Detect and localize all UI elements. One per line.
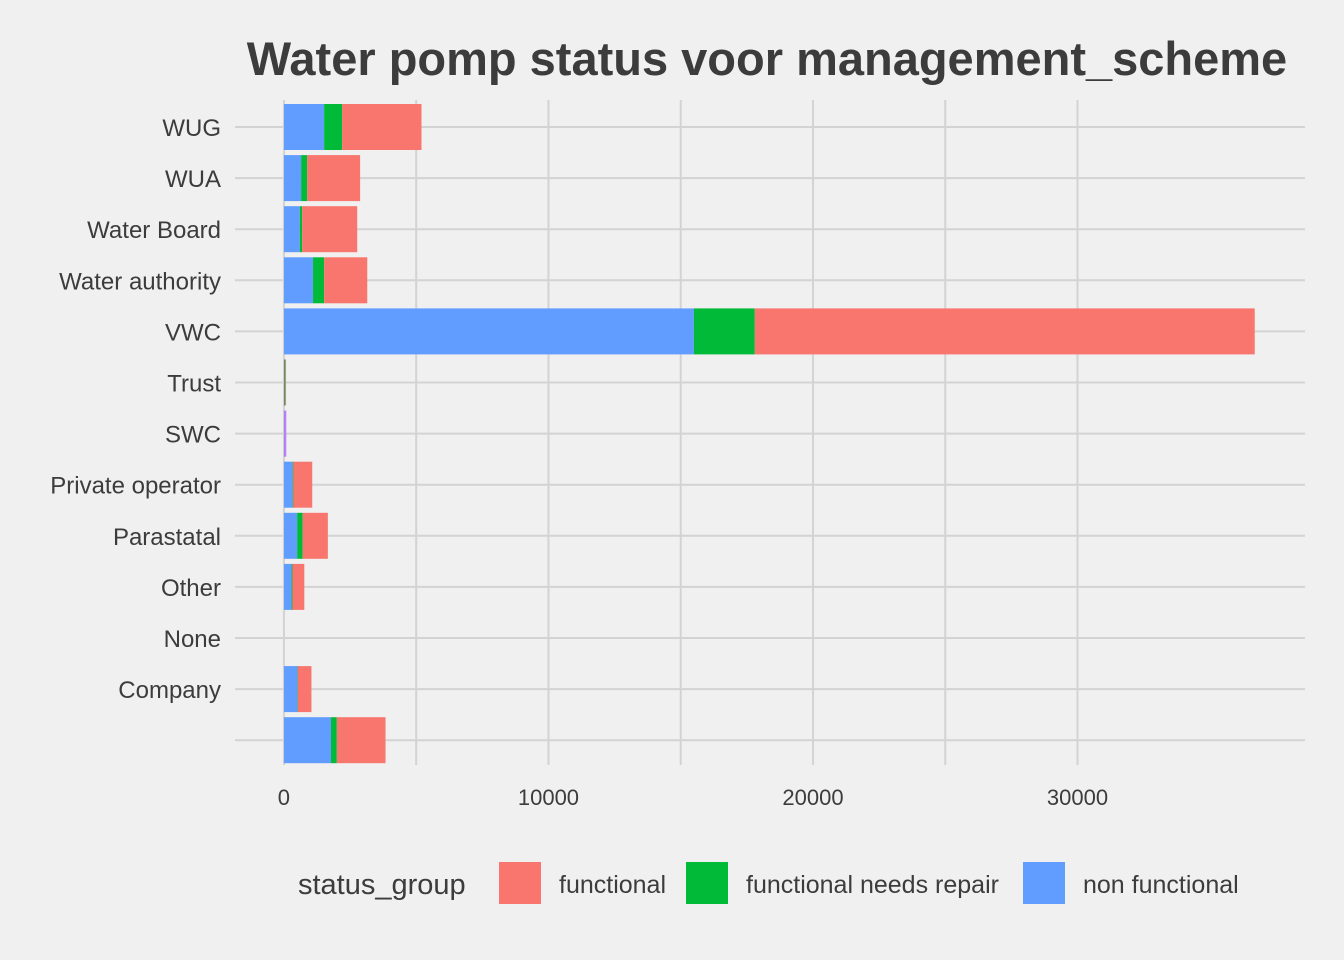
legend-label: functional — [559, 871, 666, 899]
bar-segment — [301, 155, 308, 202]
x-axis-ticks: 0 10000 20000 30000 — [278, 785, 1108, 810]
bar-segment — [302, 512, 328, 559]
category-label: None — [164, 626, 221, 653]
y-axis-labels: WUG WUA Water Board Water authority VWC Trust… — [50, 115, 221, 704]
legend-label: functional needs repair — [746, 871, 999, 899]
category-label: Parastatal — [113, 524, 221, 551]
legend-key — [686, 862, 728, 904]
x-tick-label: 10000 — [518, 785, 579, 810]
bar-segment — [283, 155, 302, 202]
bar-segment — [299, 206, 303, 253]
bar-segment — [283, 717, 332, 764]
bar-segment — [292, 461, 294, 508]
category-label: Trust — [167, 371, 221, 398]
bar-segment — [307, 155, 361, 202]
grid — [235, 100, 1305, 765]
bar-segment — [324, 104, 343, 150]
category-label: Company — [118, 677, 221, 704]
bar-segment — [331, 717, 337, 764]
bar-segment — [283, 512, 298, 559]
bar-segment — [313, 257, 325, 304]
bar-segment — [754, 308, 1255, 355]
category-label: Water Board — [87, 217, 221, 244]
bar-segment — [283, 308, 694, 355]
legend-key — [499, 862, 541, 904]
bar-segment — [283, 563, 292, 610]
category-label: Private operator — [50, 473, 221, 500]
bar-segment — [342, 104, 422, 150]
bar-segment — [283, 461, 293, 508]
bar-segment — [283, 666, 298, 713]
bar-segment — [283, 206, 300, 253]
bar-segment — [297, 666, 312, 713]
bar-segment — [293, 461, 313, 508]
x-tick-label: 0 — [278, 785, 290, 810]
legend-key — [1023, 862, 1065, 904]
category-label: SWC — [165, 422, 221, 449]
bar-segment — [284, 359, 286, 406]
bar-segment — [302, 206, 358, 253]
legend-title: status_group — [298, 869, 466, 901]
legend-label: non functional — [1083, 871, 1239, 899]
bar-segment — [693, 308, 755, 355]
bars — [283, 104, 1255, 764]
bar-segment — [292, 563, 305, 610]
category-label: WUA — [165, 166, 221, 193]
category-label: Water authority — [59, 268, 221, 295]
x-tick-label: 20000 — [782, 785, 843, 810]
bar-segment — [283, 104, 325, 150]
bar-segment — [297, 512, 303, 559]
bar-segment — [283, 257, 314, 304]
bar-segment — [291, 563, 293, 610]
x-tick-label: 30000 — [1047, 785, 1108, 810]
bar-segment — [284, 410, 287, 457]
chart-title: Water pomp status voor management_scheme — [247, 32, 1287, 85]
category-label: VWC — [165, 319, 221, 346]
bar-segment — [285, 359, 287, 406]
legend: status_group functional functional needs … — [298, 862, 1239, 904]
bar-segment — [324, 257, 368, 304]
category-label: WUG — [162, 115, 221, 142]
category-label: Other — [161, 575, 221, 602]
bar-segment — [336, 717, 386, 764]
